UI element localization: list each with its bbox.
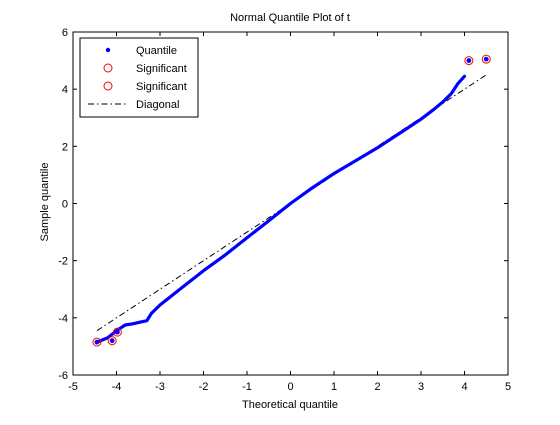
- legend-label: Quantile: [136, 45, 177, 57]
- x-tick-label: -5: [68, 381, 78, 393]
- x-tick-label: 3: [418, 381, 424, 393]
- y-tick-label: -2: [58, 256, 68, 268]
- legend-box: [79, 37, 199, 118]
- legend-label: Significant: [136, 63, 187, 75]
- legend-label: Significant: [136, 81, 187, 93]
- significant-point: [481, 54, 491, 64]
- quantile-series: [95, 74, 467, 344]
- quantile-point: [114, 329, 120, 335]
- x-tick-label: 1: [331, 381, 337, 393]
- chart-title: Normal Quantile Plot of t: [230, 12, 350, 24]
- quantile-point: [466, 58, 472, 63]
- significant-point: [107, 336, 117, 346]
- y-tick-label: 4: [62, 84, 68, 96]
- legend-marker-circle: [103, 63, 113, 73]
- x-tick-label: -2: [199, 381, 209, 393]
- x-tick-label: 4: [461, 381, 467, 393]
- x-axis-label: Theoretical quantile: [242, 399, 338, 411]
- quantile-point: [483, 56, 489, 62]
- y-tick-label: 2: [62, 141, 68, 153]
- y-tick-label: 0: [62, 199, 68, 211]
- x-tick-label: 2: [374, 381, 380, 393]
- legend-marker-dot: [105, 47, 111, 53]
- quantile-point: [94, 339, 100, 345]
- x-tick-label: -3: [155, 381, 165, 393]
- x-tick-label: -1: [242, 381, 252, 393]
- y-tick-label: -6: [58, 370, 68, 382]
- quantile-point: [109, 338, 115, 344]
- x-tick-label: 5: [505, 381, 511, 393]
- data-layer: [92, 54, 491, 347]
- y-tick-label: 6: [62, 27, 68, 39]
- legend-label: Diagonal: [136, 99, 179, 111]
- x-tick-label: 0: [287, 381, 293, 393]
- legend-marker-circle: [103, 81, 113, 91]
- legend: Quantile Significant Significant Diagonal: [79, 37, 199, 118]
- y-axis-label: Sample quantile: [39, 163, 51, 242]
- significant-point: [92, 337, 102, 347]
- significant-point: [464, 56, 474, 66]
- axes-layer: -5 -4 -3 -2 -1 0 1 2 3 4 5 -6 -4 -2 0 2 4 6: [58, 27, 511, 393]
- x-tick-label: -4: [112, 381, 122, 393]
- significant-point: [112, 327, 122, 337]
- y-tick-label: -4: [58, 313, 68, 325]
